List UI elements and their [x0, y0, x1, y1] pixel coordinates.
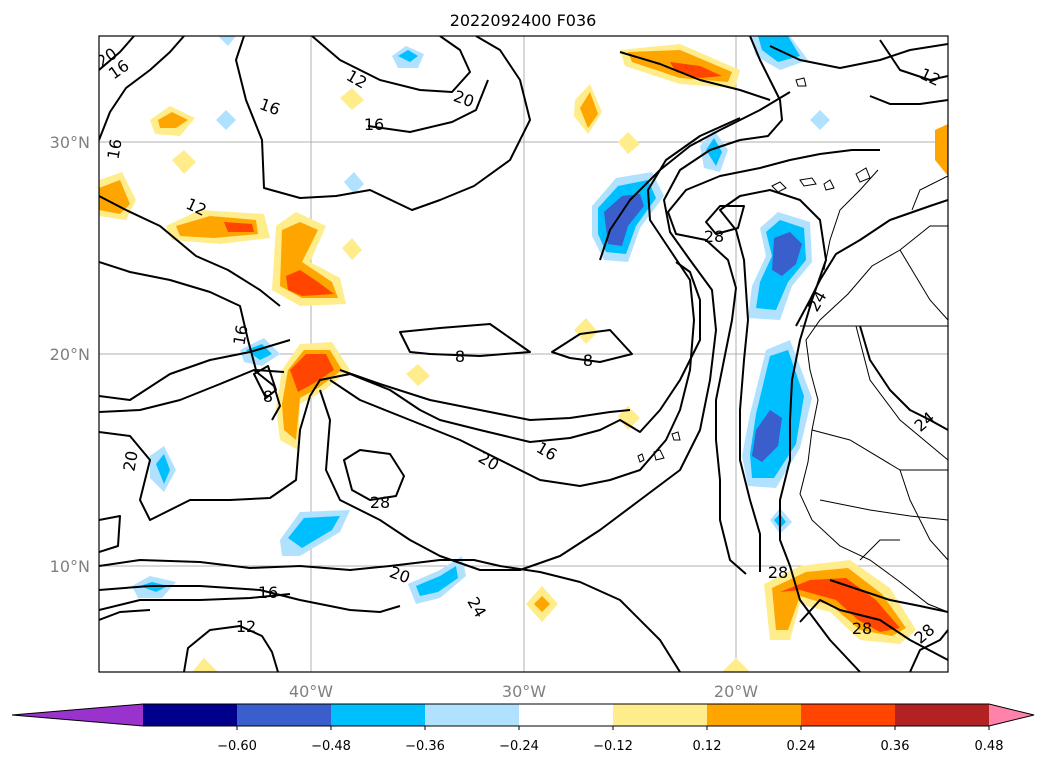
- contour-label: 8: [583, 351, 593, 370]
- colorbar-tick-label: −0.48: [311, 739, 351, 754]
- shaded-region: [176, 216, 258, 238]
- map-frame: [98, 35, 949, 673]
- shaded-region: [574, 318, 598, 344]
- colorbar-segment: [237, 704, 332, 726]
- island: [823, 179, 835, 191]
- coastlines: [637, 77, 948, 613]
- contour-label: 8: [263, 387, 273, 406]
- shaded-region: [772, 232, 802, 276]
- lat-tick-label: 30°N: [50, 133, 90, 152]
- shaded-region: [534, 596, 550, 612]
- colorbar: −0.60 −0.48 −0.36 −0.24 −0.12 0.12 0.24 0.36 0.4…: [11, 703, 1035, 754]
- shaded-region: [935, 124, 948, 176]
- shaded-region: [406, 364, 430, 386]
- shaded-region: [618, 132, 640, 154]
- island: [795, 77, 807, 87]
- shaded-region: [604, 194, 644, 246]
- shaded-region: [192, 658, 218, 672]
- contour-label: 16: [364, 115, 384, 134]
- shaded-region: [216, 110, 236, 130]
- contour-label: 16: [258, 583, 278, 602]
- island: [855, 167, 871, 183]
- shaded-region: [810, 110, 830, 130]
- border: [855, 325, 948, 461]
- colorbar-tick-label: 0.48: [975, 739, 1004, 754]
- colorbar-extend-high: [989, 704, 1034, 726]
- lat-tick-label: 10°N: [50, 557, 90, 576]
- colorbar-segment: [707, 704, 802, 726]
- shaded-region: [344, 172, 364, 194]
- colorbar-segment: [143, 704, 238, 726]
- colorbar-segment: [519, 704, 614, 726]
- lon-tick-label: 30°W: [502, 682, 546, 701]
- colorbar-tick-label: −0.36: [405, 739, 445, 754]
- colorbar-segment: [331, 704, 426, 726]
- colorbar-tick-label: −0.24: [499, 739, 539, 754]
- contour-label: 16: [229, 323, 251, 346]
- contour-label: 28: [768, 563, 788, 582]
- island: [671, 431, 681, 441]
- contour-label: 12: [236, 617, 256, 636]
- shaded-region: [99, 180, 130, 214]
- shaded-region: [706, 138, 722, 166]
- border: [859, 539, 900, 561]
- border: [899, 469, 948, 561]
- shaded-region: [158, 112, 188, 128]
- shaded-region: [618, 406, 640, 430]
- border: [899, 249, 948, 321]
- colorbar-segment: [613, 704, 708, 726]
- shaded-region: [224, 222, 254, 232]
- island: [799, 177, 817, 187]
- figure-title: 2022092400 F036: [450, 11, 597, 30]
- colorbar-tick-label: 0.12: [693, 739, 722, 754]
- contour-label: 20: [119, 449, 141, 472]
- shaded-region: [342, 238, 362, 260]
- colorbar-segment: [801, 704, 896, 726]
- contour-label: 8: [455, 347, 465, 366]
- island: [637, 453, 645, 463]
- shaded-region: [288, 516, 340, 548]
- map-area: 20 16 12 16 20 16 16 12 28 24 16 8 8 8 2…: [99, 36, 948, 672]
- shaded-region: [416, 566, 458, 596]
- contour-label: 28: [704, 227, 724, 246]
- shaded-region: [580, 92, 598, 128]
- filled-anomalies: [99, 36, 948, 672]
- colorbar-extend-low: [12, 704, 143, 726]
- lon-tick-label: 40°W: [289, 682, 333, 701]
- border: [819, 499, 948, 521]
- colorbar-outline: [11, 703, 1035, 727]
- colorbar-tick-label: −0.60: [217, 739, 257, 754]
- colorbar-segment: [895, 704, 990, 726]
- shaded-region: [172, 150, 196, 174]
- contour-label: 28: [370, 493, 390, 512]
- shaded-region: [286, 270, 334, 296]
- contour-lines: [99, 36, 948, 672]
- coastline: [823, 169, 879, 271]
- lat-tick-labels: 30°N 20°N 10°N: [50, 133, 90, 576]
- shaded-region: [340, 88, 364, 110]
- shaded-region: [156, 454, 170, 484]
- shaded-region: [398, 50, 418, 62]
- lon-tick-labels: 40°W 30°W 20°W: [289, 682, 758, 701]
- contour-label: 28: [852, 619, 872, 638]
- coastline: [911, 175, 948, 211]
- colorbar-tick-label: 0.24: [787, 739, 816, 754]
- colorbar-segment: [425, 704, 520, 726]
- shaded-region: [752, 410, 782, 462]
- contour-label: 16: [103, 137, 125, 160]
- colorbar-tick-label: 0.36: [881, 739, 910, 754]
- lon-tick-label: 20°W: [714, 682, 758, 701]
- shaded-region: [290, 354, 334, 392]
- lat-tick-label: 20°N: [50, 345, 90, 364]
- colorbar-tick-label: −0.12: [593, 739, 633, 754]
- coastline: [799, 225, 948, 613]
- island: [771, 181, 787, 193]
- shaded-region: [670, 62, 722, 78]
- shaded-region: [722, 658, 750, 672]
- border: [811, 429, 948, 471]
- shaded-region: [218, 36, 236, 46]
